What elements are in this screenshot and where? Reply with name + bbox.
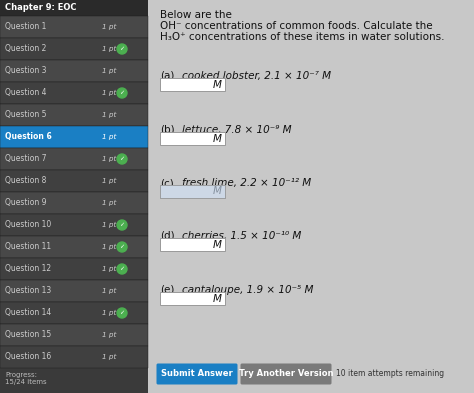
Text: Question 5: Question 5 <box>5 110 46 119</box>
Text: Try Another Version: Try Another Version <box>239 369 333 378</box>
Text: Question 9: Question 9 <box>5 198 46 208</box>
Text: Question 14: Question 14 <box>5 309 51 318</box>
Text: 1 pt: 1 pt <box>102 222 117 228</box>
Text: (d): (d) <box>160 231 174 241</box>
FancyBboxPatch shape <box>160 132 225 145</box>
Text: Question 15: Question 15 <box>5 331 51 340</box>
Text: Question 3: Question 3 <box>5 66 46 75</box>
FancyBboxPatch shape <box>0 258 148 280</box>
Text: ✓: ✓ <box>119 244 125 250</box>
Text: cooked lobster, 2.1 × 10⁻⁷ M: cooked lobster, 2.1 × 10⁻⁷ M <box>182 71 331 81</box>
Circle shape <box>117 44 127 54</box>
Text: 1 pt: 1 pt <box>102 332 117 338</box>
Text: ✓: ✓ <box>119 266 125 272</box>
Circle shape <box>117 308 127 318</box>
Text: 1 pt: 1 pt <box>102 112 117 118</box>
Text: Submit Answer: Submit Answer <box>161 369 233 378</box>
Text: 1 pt: 1 pt <box>102 354 117 360</box>
Text: OH⁻ concentrations of common foods. Calculate the: OH⁻ concentrations of common foods. Calc… <box>160 21 433 31</box>
FancyBboxPatch shape <box>0 280 148 302</box>
Text: 1 pt: 1 pt <box>102 288 117 294</box>
FancyBboxPatch shape <box>0 82 148 104</box>
Text: ✓: ✓ <box>119 222 125 228</box>
Text: (c): (c) <box>160 178 174 188</box>
Text: lettuce, 7.8 × 10⁻⁹ M: lettuce, 7.8 × 10⁻⁹ M <box>182 125 292 135</box>
Text: ✓: ✓ <box>119 90 125 95</box>
FancyBboxPatch shape <box>0 346 148 368</box>
Text: Question 13: Question 13 <box>5 286 51 296</box>
Text: Question 6: Question 6 <box>5 132 52 141</box>
Text: 1 pt: 1 pt <box>102 24 117 30</box>
Text: Question 8: Question 8 <box>5 176 46 185</box>
FancyBboxPatch shape <box>0 236 148 258</box>
FancyBboxPatch shape <box>0 104 148 126</box>
FancyBboxPatch shape <box>148 0 474 393</box>
FancyBboxPatch shape <box>156 364 237 384</box>
Text: ✓: ✓ <box>119 156 125 162</box>
Text: Question 11: Question 11 <box>5 242 51 252</box>
FancyBboxPatch shape <box>0 302 148 324</box>
Text: 1 pt: 1 pt <box>102 266 117 272</box>
FancyBboxPatch shape <box>0 170 148 192</box>
Text: 1 pt: 1 pt <box>102 134 117 140</box>
Circle shape <box>117 264 127 274</box>
Text: (e): (e) <box>160 285 174 295</box>
Text: Question 2: Question 2 <box>5 44 46 53</box>
Text: 1 pt: 1 pt <box>102 310 117 316</box>
Text: Question 1: Question 1 <box>5 22 46 31</box>
FancyBboxPatch shape <box>0 324 148 346</box>
Text: Question 4: Question 4 <box>5 88 46 97</box>
Text: 1 pt: 1 pt <box>102 244 117 250</box>
Text: 1 pt: 1 pt <box>102 200 117 206</box>
Text: M: M <box>212 187 221 196</box>
FancyBboxPatch shape <box>240 364 331 384</box>
FancyBboxPatch shape <box>0 38 148 60</box>
FancyBboxPatch shape <box>0 0 148 393</box>
FancyBboxPatch shape <box>160 292 225 305</box>
Text: (b): (b) <box>160 125 174 135</box>
Text: 1 pt: 1 pt <box>102 178 117 184</box>
Text: M: M <box>212 239 221 250</box>
FancyBboxPatch shape <box>0 192 148 214</box>
Text: Question 16: Question 16 <box>5 353 51 362</box>
Text: fresh lime, 2.2 × 10⁻¹² M: fresh lime, 2.2 × 10⁻¹² M <box>182 178 311 188</box>
Text: H₃O⁺ concentrations of these items in water solutions.: H₃O⁺ concentrations of these items in wa… <box>160 32 445 42</box>
Text: Below are the: Below are the <box>160 10 232 20</box>
FancyBboxPatch shape <box>0 148 148 170</box>
FancyBboxPatch shape <box>160 185 225 198</box>
Text: 10 item attempts remaining: 10 item attempts remaining <box>336 369 444 378</box>
Circle shape <box>117 154 127 164</box>
FancyBboxPatch shape <box>0 214 148 236</box>
Text: M: M <box>212 294 221 303</box>
Circle shape <box>117 220 127 230</box>
Text: Progress:
15/24 items: Progress: 15/24 items <box>5 372 46 385</box>
Text: Question 10: Question 10 <box>5 220 51 230</box>
Text: 1 pt: 1 pt <box>102 46 117 52</box>
FancyBboxPatch shape <box>160 238 225 251</box>
Text: Question 7: Question 7 <box>5 154 46 163</box>
FancyBboxPatch shape <box>0 60 148 82</box>
Text: (a): (a) <box>160 71 174 81</box>
Circle shape <box>117 88 127 98</box>
FancyBboxPatch shape <box>160 185 225 198</box>
FancyBboxPatch shape <box>0 126 148 148</box>
Text: Chapter 9: EOC: Chapter 9: EOC <box>5 4 76 13</box>
Text: M: M <box>212 79 221 90</box>
FancyBboxPatch shape <box>0 16 148 38</box>
Text: ✓: ✓ <box>119 46 125 51</box>
Text: cantaloupe, 1.9 × 10⁻⁵ M: cantaloupe, 1.9 × 10⁻⁵ M <box>182 285 313 295</box>
Text: Question 12: Question 12 <box>5 264 51 274</box>
Text: cherries, 1.5 × 10⁻¹⁰ M: cherries, 1.5 × 10⁻¹⁰ M <box>182 231 301 241</box>
FancyBboxPatch shape <box>160 78 225 91</box>
Text: ✓: ✓ <box>119 310 125 316</box>
Text: 1 pt: 1 pt <box>102 68 117 74</box>
Text: 1 pt: 1 pt <box>102 156 117 162</box>
Circle shape <box>117 242 127 252</box>
Text: 1 pt: 1 pt <box>102 90 117 96</box>
Text: M: M <box>212 134 221 143</box>
FancyBboxPatch shape <box>0 0 148 16</box>
